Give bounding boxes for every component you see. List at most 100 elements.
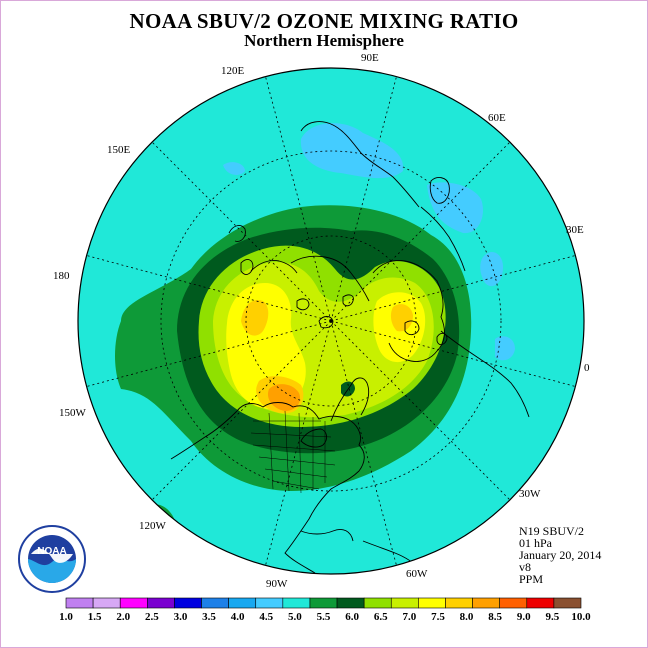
lon-label-180: 180 — [53, 270, 70, 282]
coastline-chukotka — [250, 260, 298, 274]
meridian-line — [151, 320, 332, 501]
lon-label-120e: 120E — [221, 65, 245, 77]
colorbar-label: 1.5 — [88, 611, 102, 623]
latitude-circle — [245, 235, 417, 407]
colorbar-swatch — [174, 597, 202, 609]
lon-label-150w: 150W — [59, 407, 87, 419]
lon-label-60w: 60W — [406, 568, 428, 580]
info-date: January 20, 2014 — [519, 548, 602, 562]
colorbar-label: 6.0 — [345, 611, 359, 623]
colorbar-label: 2.0 — [116, 611, 130, 623]
map-boundary — [77, 67, 585, 575]
lon-label-90w: 90W — [266, 578, 288, 590]
meridian-line — [330, 320, 576, 387]
info-block: N19 SBUV/2 01 hPa January 20, 2014 v8 PP… — [519, 525, 601, 585]
coastline-arabia — [429, 177, 450, 204]
coastlines — [170, 121, 530, 574]
colorbar-swatch — [201, 597, 229, 609]
info-level: 01 hPa — [519, 536, 552, 550]
colorbar-label: 5.5 — [317, 611, 331, 623]
colorbar-label: 9.0 — [517, 611, 531, 623]
logo-text: NOAA — [37, 546, 66, 557]
coastline-greenland — [330, 377, 370, 422]
lon-label-60e: 60E — [488, 112, 506, 124]
coastline-arctic-island — [342, 294, 354, 307]
noaa-logo: NOAA — [18, 525, 86, 593]
colorbar-swatch — [553, 597, 582, 609]
coastline-hudson-bay — [300, 428, 328, 448]
lon-label-150e: 150E — [107, 144, 131, 156]
colorbar-label: 6.5 — [374, 611, 388, 623]
colorbar-label: 10.0 — [571, 611, 591, 623]
meridian-line — [330, 320, 511, 501]
colorbar-label: 8.5 — [488, 611, 502, 623]
ozone-field — [78, 68, 584, 574]
coastline-south-asia — [300, 121, 420, 208]
lon-label-120w: 120W — [139, 520, 167, 532]
colorbar-label: 7.5 — [431, 611, 445, 623]
coastline-arctic-island — [296, 298, 310, 311]
ozone-band-8.0-8.5 — [267, 384, 301, 411]
meridian-line — [330, 76, 397, 322]
ozone-patch-lightblue — [427, 182, 483, 234]
colorbar-label: 8.0 — [460, 611, 474, 623]
colorbar: 1.0 1.5 2.0 2.5 3.0 3.5 4.0 4.5 5.0 5.5 6.0 6.5 7.0 7… — [59, 597, 591, 623]
ozone-patch-lightblue — [223, 162, 245, 175]
meridian-line — [151, 141, 332, 322]
colorbar-label: 7.0 — [402, 611, 416, 623]
meridian-line — [330, 255, 576, 322]
latitude-circle — [160, 150, 502, 492]
colorbar-swatch — [418, 597, 446, 609]
info-instrument: N19 SBUV/2 — [519, 524, 585, 538]
colorbar-swatch — [336, 597, 365, 609]
colorbar-swatch — [445, 597, 473, 609]
colorbar-label: 3.5 — [202, 611, 216, 623]
colorbar-swatch — [228, 597, 257, 609]
coastline-kamchatka — [240, 259, 254, 275]
colorbar-swatch — [147, 597, 175, 609]
page-title: NOAA SBUV/2 OZONE MIXING RATIO — [129, 9, 519, 33]
info-version: v8 — [519, 560, 531, 574]
colorbar-swatch — [390, 597, 419, 609]
coastline-north-america — [236, 402, 365, 574]
ozone-band-7.5-8.0 — [241, 299, 269, 336]
coastline-africa-north — [440, 330, 530, 418]
colorbar-label: 1.0 — [59, 611, 73, 623]
coastline-siberia — [290, 255, 370, 302]
graticule — [86, 76, 576, 566]
colorbar-label: 2.5 — [145, 611, 159, 623]
lon-label-90e: 90E — [361, 52, 379, 64]
political-borders — [250, 410, 336, 494]
coastline-middle-east — [420, 206, 466, 272]
page-subtitle: Northern Hemisphere — [244, 31, 404, 50]
coastline-europe — [372, 260, 445, 362]
ozone-band-7.5-8.0 — [390, 304, 413, 332]
colorbar-label: 3.0 — [174, 611, 188, 623]
lon-label-30w: 30W — [519, 488, 541, 500]
meridian-line — [265, 76, 332, 322]
coastline-alaska — [170, 410, 238, 460]
colorbar-swatch — [282, 597, 311, 609]
colorbar-swatch — [363, 597, 392, 609]
coastline-arctic-island — [318, 316, 334, 329]
colorbar-swatch — [65, 597, 94, 609]
colorbar-swatch — [499, 597, 528, 609]
meridian-line — [330, 320, 397, 566]
colorbar-label: 5.0 — [288, 611, 302, 623]
colorbar-swatch — [255, 597, 284, 609]
ozone-patch-lightblue — [480, 252, 503, 287]
meridian-line — [265, 320, 332, 566]
colorbar-label: 4.0 — [231, 611, 245, 623]
meridian-line — [86, 255, 332, 322]
coastline-british-isles — [436, 332, 448, 346]
coastline-caribbean — [300, 529, 354, 542]
info-units: PPM — [519, 572, 544, 586]
coastline-japan — [228, 225, 246, 242]
meridian-line — [330, 141, 511, 322]
meridian-line — [86, 320, 332, 387]
coastline-iceland — [404, 320, 420, 336]
colorbar-label: 4.5 — [259, 611, 273, 623]
colorbar-swatch — [526, 597, 555, 609]
